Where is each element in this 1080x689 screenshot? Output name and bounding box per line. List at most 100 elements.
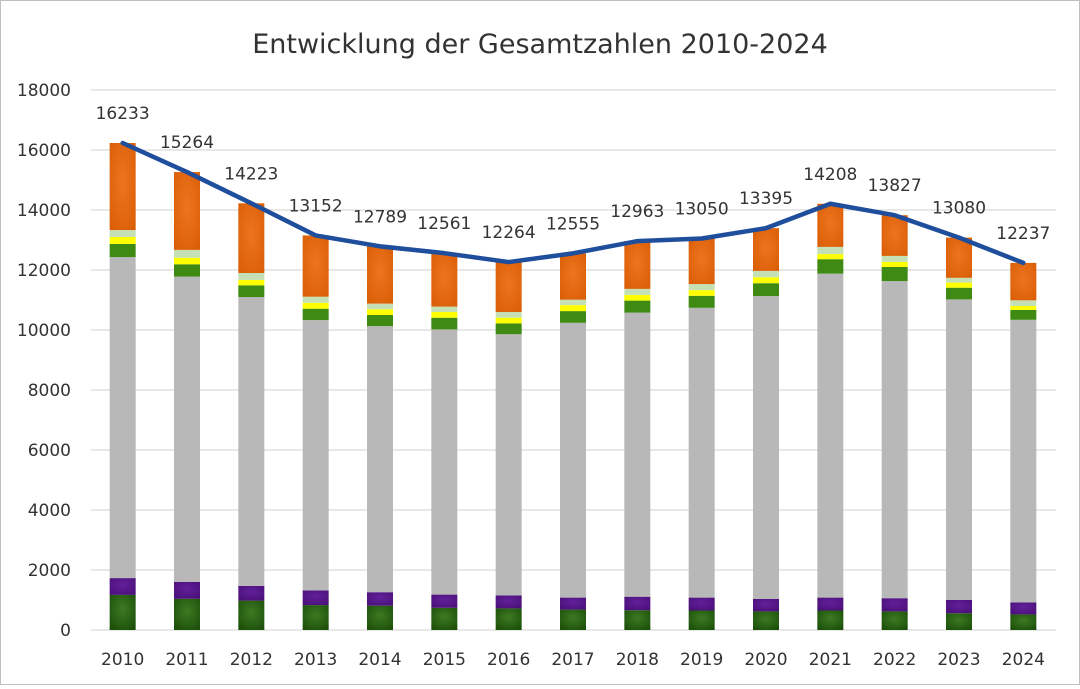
x-tick-label: 2014 <box>358 650 401 670</box>
bar-segment <box>817 246 844 255</box>
bar-segment <box>174 257 200 265</box>
bar-segment <box>881 267 908 282</box>
bar-segment <box>431 607 458 630</box>
bar-segment <box>109 237 136 244</box>
x-tick-label: 2012 <box>230 650 273 670</box>
bar-segment <box>109 243 136 258</box>
bar-segment <box>1010 306 1037 310</box>
bar-segment <box>560 597 586 610</box>
bar-segment <box>109 143 136 231</box>
bar-segment <box>688 295 715 308</box>
bar-segment <box>817 273 844 598</box>
bar-segment <box>753 228 779 271</box>
bar-segment <box>688 290 715 296</box>
bar-segment <box>302 590 329 606</box>
bar-segment <box>109 230 136 237</box>
bar-segment <box>946 287 972 300</box>
bar-segment <box>946 277 972 283</box>
bar-segment <box>238 203 265 273</box>
bar-segment <box>624 241 651 289</box>
bar-segment <box>881 598 908 612</box>
bar-segment <box>431 306 458 312</box>
bar-segment <box>367 592 393 606</box>
x-tick-label: 2021 <box>809 650 852 670</box>
x-tick-label: 2013 <box>294 650 337 670</box>
bar-segment <box>753 296 779 599</box>
bar-segment <box>367 315 393 327</box>
bar-segment <box>1010 614 1037 630</box>
data-label: 12561 <box>417 214 471 234</box>
bar-segment <box>495 312 522 318</box>
bar-segment <box>174 249 200 258</box>
data-label: 16233 <box>96 104 150 124</box>
bar-segment <box>753 270 779 278</box>
bar-segment <box>1010 309 1037 320</box>
y-tick-label: 0 <box>60 621 71 641</box>
y-tick-label: 12000 <box>17 261 71 281</box>
bar-segment <box>946 237 972 278</box>
bar-segment <box>688 238 715 285</box>
bar-segment <box>238 273 265 280</box>
bar-segment <box>688 610 715 630</box>
bar-segment <box>109 594 136 630</box>
bar-segment <box>495 334 522 596</box>
bar-segment <box>817 254 844 260</box>
y-tick-label: 2000 <box>28 561 71 581</box>
x-tick-label: 2015 <box>423 650 466 670</box>
bar-segment <box>753 283 779 297</box>
data-label: 12789 <box>353 207 407 227</box>
bar-segment <box>1010 602 1037 615</box>
x-tick-label: 2019 <box>680 650 723 670</box>
bar-segment <box>367 309 393 315</box>
bar-segment <box>1010 319 1037 603</box>
y-tick-label: 4000 <box>28 501 71 521</box>
bar-segment <box>624 610 651 630</box>
bar-segment <box>881 281 908 599</box>
x-tick-label: 2017 <box>551 650 594 670</box>
total-line <box>120 140 1026 266</box>
bar-segment <box>560 299 586 306</box>
bar-segment <box>495 262 522 312</box>
bar-segment <box>495 323 522 335</box>
data-label: 13152 <box>289 196 343 216</box>
bar-segment <box>238 279 265 286</box>
y-tick-label: 6000 <box>28 441 71 461</box>
x-tick-label: 2024 <box>1002 650 1045 670</box>
bar-segment <box>109 257 136 579</box>
bar-segment <box>431 312 458 318</box>
bar-segment <box>946 299 972 600</box>
bar-segment <box>817 203 844 247</box>
bar-segment <box>881 261 908 267</box>
bar-segment <box>946 600 972 614</box>
data-label: 15264 <box>160 133 214 153</box>
bar-segment <box>560 305 586 312</box>
x-tick-label: 2023 <box>937 650 980 670</box>
bar-segment <box>495 595 522 609</box>
data-label: 12555 <box>546 214 600 234</box>
bar-segment <box>302 605 329 630</box>
x-tick-label: 2010 <box>101 650 144 670</box>
bar-segment <box>367 303 393 310</box>
bar-segment <box>495 608 522 630</box>
x-tick-label: 2018 <box>616 650 659 670</box>
bar-segment <box>238 600 265 630</box>
bar-segment <box>624 596 651 611</box>
bar-segment <box>109 578 136 595</box>
bar-segment <box>174 276 200 582</box>
data-label: 12264 <box>482 223 536 243</box>
bar-segment <box>753 598 779 612</box>
data-label: 13395 <box>739 189 793 209</box>
bar-segment <box>688 307 715 598</box>
bar-segment <box>431 317 458 330</box>
y-tick-label: 14000 <box>17 201 71 221</box>
data-label: 13050 <box>675 200 729 220</box>
bar-segment <box>174 264 200 277</box>
bar-segment <box>238 297 265 586</box>
bar-segment <box>495 317 522 324</box>
bar-segment <box>560 311 586 323</box>
bar-segment <box>431 253 458 307</box>
chart-title: Entwicklung der Gesamtzahlen 2010-2024 <box>252 29 828 60</box>
y-tick-label: 10000 <box>17 321 71 341</box>
bar-segment <box>624 312 651 597</box>
